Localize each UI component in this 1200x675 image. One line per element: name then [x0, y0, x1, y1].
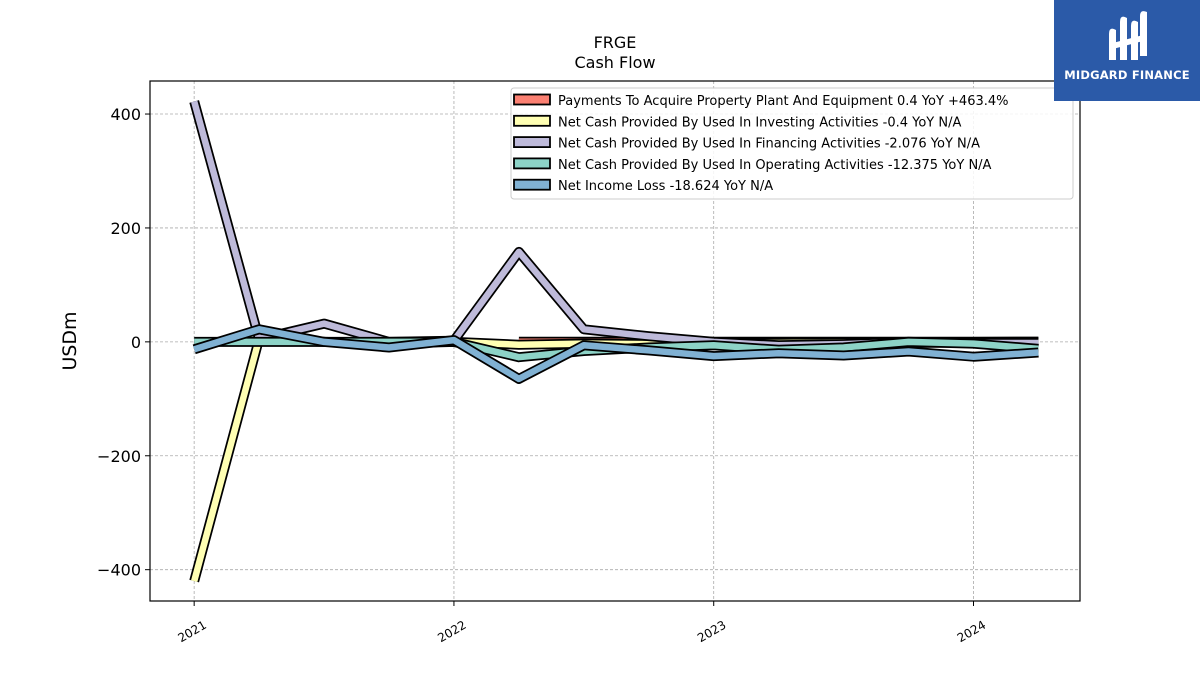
legend-entry: Net Cash Provided By Used In Investing A… — [558, 115, 961, 130]
legend-swatch — [513, 93, 551, 106]
legend-entry: Net Cash Provided By Used In Operating A… — [558, 158, 992, 173]
legend-swatch — [513, 157, 551, 170]
legend-swatch — [513, 136, 551, 149]
chart-subtitle: Cash Flow — [574, 53, 655, 72]
x-tick-label: 2021 — [175, 618, 208, 645]
y-tick-label: 0 — [131, 333, 141, 352]
legend: Payments To Acquire Property Plant And E… — [510, 87, 1074, 200]
legend-entry: Net Income Loss -18.624 YoY N/A — [558, 179, 773, 194]
x-tick-label: 2023 — [695, 618, 728, 645]
midgard-finance-logo: MIDGARD FINANCE — [1054, 0, 1200, 101]
legend-frame — [510, 87, 1074, 200]
y-tick-label: 400 — [110, 105, 141, 124]
logo-emblem-icon — [1109, 11, 1147, 61]
y-tick-label: −400 — [97, 561, 141, 580]
plot-frame — [149, 80, 1081, 602]
y-tick-label: −200 — [97, 447, 141, 466]
legend-entry: Net Cash Provided By Used In Financing A… — [558, 137, 980, 152]
y-axis-label: USDm — [59, 311, 81, 370]
y-tick-label: 200 — [110, 219, 141, 238]
series-2-line — [191, 335, 1039, 582]
series-2-outline — [189, 334, 1039, 583]
series-5 — [192, 324, 1039, 384]
chart-title: FRGE — [594, 33, 637, 52]
legend-entry: Payments To Acquire Property Plant And E… — [558, 94, 1009, 109]
series-5-line — [193, 326, 1039, 383]
legend-swatch — [513, 114, 551, 127]
legend-swatch — [513, 178, 551, 191]
series-2 — [189, 334, 1039, 583]
logo-text: MIDGARD FINANCE — [1064, 68, 1190, 82]
x-tick-label: 2024 — [955, 618, 988, 645]
series-group — [189, 100, 1039, 583]
x-tick-label: 2022 — [435, 618, 468, 645]
